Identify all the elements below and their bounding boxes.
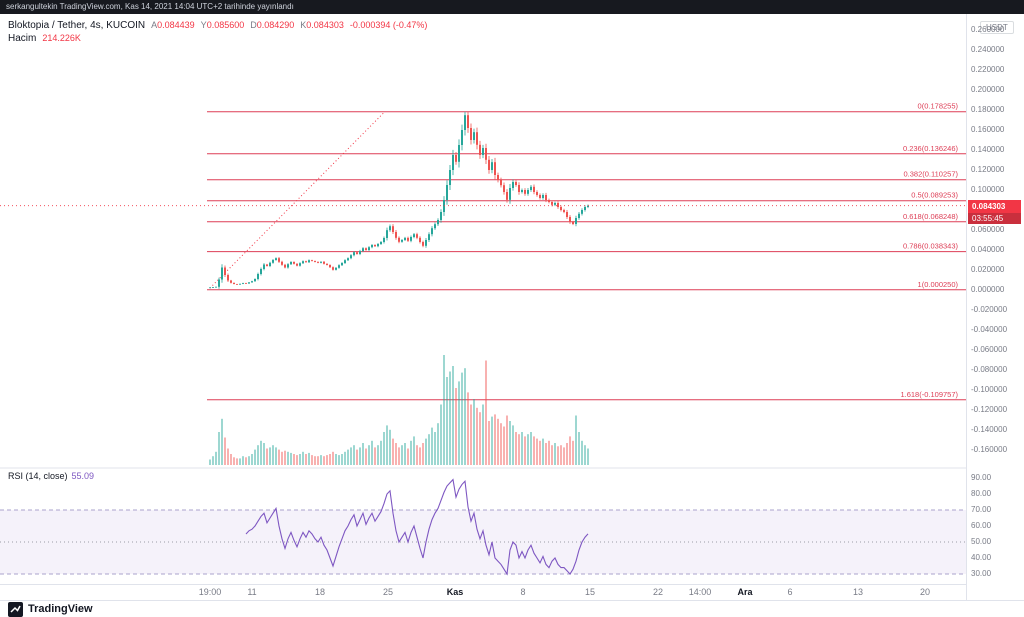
price-tick-label: 0.260000	[971, 25, 1005, 34]
rsi-tick-label: 50.00	[971, 537, 992, 546]
volume-value: 214.226K	[42, 33, 81, 43]
price-tick-label: -0.080000	[971, 365, 1008, 374]
rsi-tick-label: 70.00	[971, 505, 992, 514]
time-tick-label: 18	[314, 587, 325, 597]
fib-level-label: 0.5(0.089253)	[911, 191, 958, 200]
rsi-value: 55.09	[71, 471, 95, 481]
time-tick-label: 6	[787, 587, 793, 597]
price-tick-label: 0.220000	[971, 65, 1005, 74]
fib-level-label: 0(0.178255)	[918, 102, 959, 111]
volume-series	[209, 355, 589, 465]
price-tick-label: 0.160000	[971, 125, 1005, 134]
fib-level-label: 1(0.000250)	[918, 280, 959, 289]
price-tick-label: -0.040000	[971, 325, 1008, 334]
time-tick-label: 14:00	[688, 587, 712, 597]
rsi-tick-label: 80.00	[971, 489, 992, 498]
price-tick-label: -0.100000	[971, 385, 1008, 394]
price-change: -0.000394 (-0.47%)	[349, 20, 428, 30]
rsi-tick-label: 40.00	[971, 553, 992, 562]
rsi-tick-label: 90.00	[971, 473, 992, 482]
chart-area[interactable]: 0(0.178255) 0.236(0.136246) 0.382(0.110257…	[0, 14, 1024, 600]
footer-bar: TradingView	[0, 600, 1024, 617]
price-tick-label: -0.060000	[971, 345, 1008, 354]
price-tick-label: 0.100000	[971, 185, 1005, 194]
time-axis[interactable]: 19:00 11 18 25 Kas 8 15 22 14:00 Ara 6 13 20	[0, 584, 966, 600]
tradingview-logo-text: TradingView	[28, 603, 93, 615]
price-tick-label: 0.040000	[971, 245, 1005, 254]
rsi-legend[interactable]: RSI (14, close) 55.09	[8, 471, 94, 481]
chart-canvas[interactable]: 0(0.178255) 0.236(0.136246) 0.382(0.110257…	[0, 14, 966, 600]
price-tick-label: 0.200000	[971, 85, 1005, 94]
ohlc-open: A0.084439	[151, 20, 195, 30]
price-tick-label: 0.060000	[971, 225, 1005, 234]
publish-info-bar: serkangultekin TradingView.com, Kas 14, …	[0, 0, 1024, 14]
rsi-tick-label: 30.00	[971, 569, 992, 578]
price-tick-label: 0.020000	[971, 265, 1005, 274]
ohlc-high: Y0.085600	[200, 20, 245, 30]
rsi-line	[245, 478, 589, 576]
price-tick-label: -0.020000	[971, 305, 1008, 314]
bar-countdown: 03:55:45	[968, 213, 1021, 224]
price-tick-label: 0.000000	[971, 285, 1005, 294]
time-tick-label: 15	[584, 587, 595, 597]
price-tick-label: -0.140000	[971, 425, 1008, 434]
symbol-title[interactable]: Bloktopia / Tether, 4s, KUCOIN	[8, 20, 146, 31]
chart-legend: Bloktopia / Tether, 4s, KUCOIN A0.084439…	[8, 19, 427, 45]
price-tick-label: 0.240000	[971, 45, 1005, 54]
price-tick-label: -0.120000	[971, 405, 1008, 414]
candlestick-series	[209, 111, 589, 289]
time-tick-label: 8	[520, 587, 526, 597]
volume-label[interactable]: Hacim	[8, 33, 37, 44]
last-price-value: 0.084303	[968, 200, 1021, 213]
tradingview-logo[interactable]: TradingView	[8, 601, 93, 617]
fib-level-label: 0.786(0.038343)	[903, 242, 959, 251]
fib-level-label: 0.382(0.110257)	[904, 170, 959, 179]
price-tick-label: 0.180000	[971, 105, 1005, 114]
time-tick-label: 25	[382, 587, 393, 597]
time-tick-label: 13	[852, 587, 863, 597]
price-tick-label: 0.140000	[971, 145, 1005, 154]
price-axis[interactable]: USDT 0.084303 03:55:45 0.260000 0.240000 0…	[966, 14, 1024, 600]
fib-level-label: 1.618(-0.109757)	[900, 390, 958, 399]
tradingview-logo-icon	[8, 601, 23, 617]
time-tick-label: 20	[919, 587, 930, 597]
fib-level-label: 0.236(0.136246)	[903, 144, 959, 153]
rsi-tick-label: 60.00	[971, 521, 992, 530]
ohlc-close: K0.084303	[300, 20, 344, 30]
currency-toggle[interactable]: USDT	[980, 21, 1014, 34]
time-tick-label: 19:00	[198, 587, 222, 597]
time-tick-label: Kas	[446, 587, 464, 597]
ohlc-low: D0.084290	[250, 20, 295, 30]
time-tick-label: 22	[652, 587, 663, 597]
price-tick-label: 0.120000	[971, 165, 1005, 174]
price-tick-label: -0.160000	[971, 445, 1008, 454]
last-price-badge[interactable]: 0.084303 03:55:45	[968, 200, 1021, 224]
time-tick-label: Ara	[737, 587, 753, 597]
rsi-label: RSI (14, close)	[8, 471, 68, 481]
publish-info-text: serkangultekin TradingView.com, Kas 14, …	[6, 2, 294, 11]
fib-level-label: 0.618(0.068248)	[903, 212, 959, 221]
time-tick-label: 11	[247, 587, 257, 597]
